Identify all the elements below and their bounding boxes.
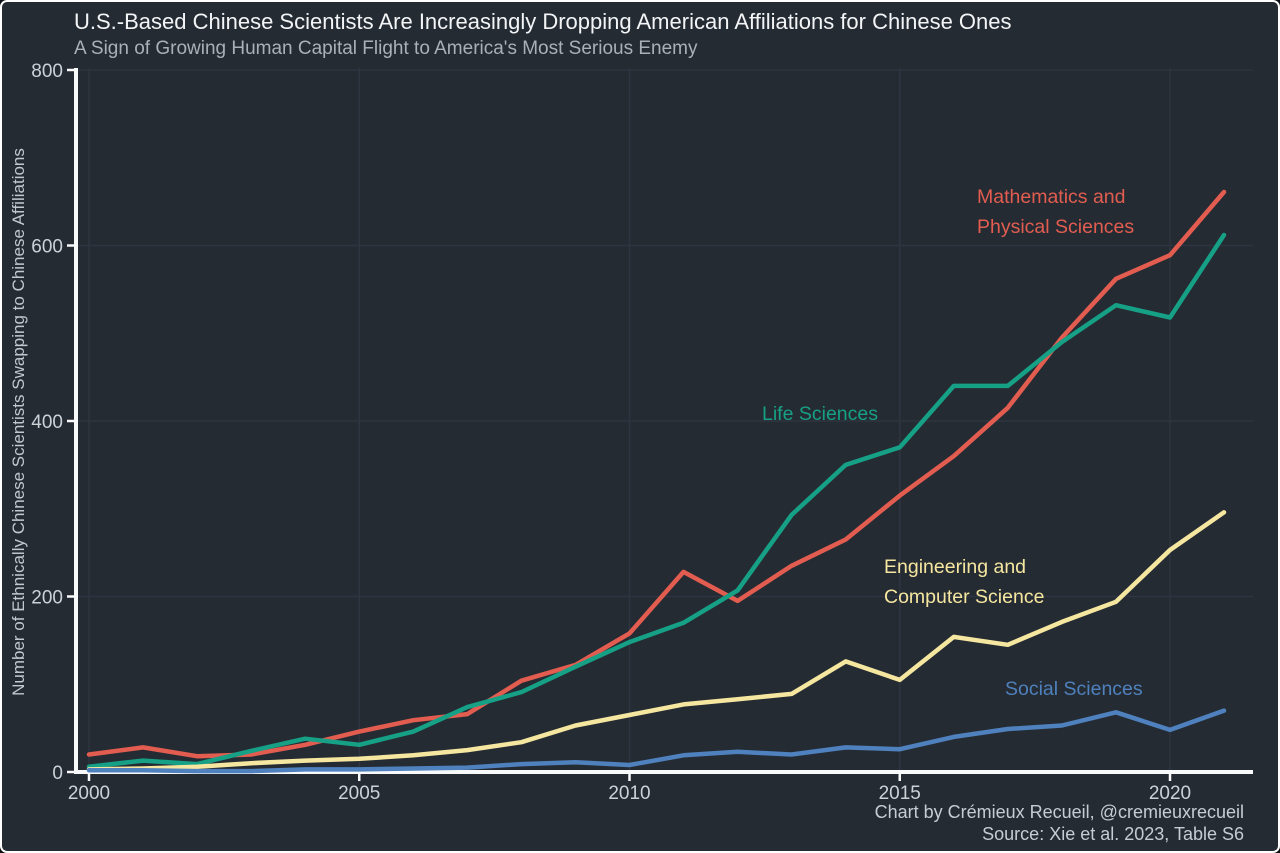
series-line-life-sciences bbox=[86, 232, 1227, 769]
credit-line: Chart by Crémieux Recueil, @cremieuxrecu… bbox=[874, 802, 1244, 822]
x-tick-label: 2005 bbox=[338, 783, 380, 804]
series-line-engineering-and-computer-science bbox=[86, 510, 1227, 772]
series-label-engineering-and-computer-science: Computer Science bbox=[884, 586, 1044, 608]
y-tick-label: 400 bbox=[31, 412, 63, 433]
chart-title: U.S.-Based Chinese Scientists Are Increa… bbox=[74, 9, 1012, 34]
series-label-social-sciences: Social Sciences bbox=[1005, 678, 1143, 700]
attribution: Chart by Crémieux Recueil, @cremieuxrecu… bbox=[875, 801, 1244, 845]
chart-subtitle: A Sign of Growing Human Capital Flight t… bbox=[74, 38, 698, 59]
x-tick-label: 2015 bbox=[879, 783, 921, 804]
series-label-mathematics-and-physical-sciences: Mathematics and bbox=[977, 186, 1126, 208]
label-layer: Mathematics and Physical Sciences Life Sci… bbox=[762, 186, 1143, 700]
series-label-mathematics-and-physical-sciences: Physical Sciences bbox=[977, 216, 1134, 238]
y-tick-label: 600 bbox=[31, 237, 63, 258]
grid-layer bbox=[76, 68, 1253, 772]
series-label-engineering-and-computer-science: Engineering and bbox=[884, 556, 1026, 578]
x-tick-label: 2010 bbox=[608, 783, 650, 804]
series-line-social-sciences bbox=[86, 708, 1227, 774]
y-tick-label: 0 bbox=[52, 763, 63, 784]
x-tick-label: 2000 bbox=[68, 783, 110, 804]
y-tick-label: 200 bbox=[31, 588, 63, 609]
series-line-mathematics-and-physical-sciences bbox=[86, 189, 1227, 759]
series-layer bbox=[86, 189, 1227, 774]
y-tick-label: 800 bbox=[31, 61, 63, 82]
x-tick-label: 2020 bbox=[1149, 783, 1191, 804]
y-axis-title: Number of Ethnically Chinese Scientists … bbox=[9, 148, 28, 696]
source-line: Source: Xie et al. 2023, Table S6 bbox=[982, 824, 1244, 844]
series-label-life-sciences: Life Sciences bbox=[762, 403, 878, 425]
